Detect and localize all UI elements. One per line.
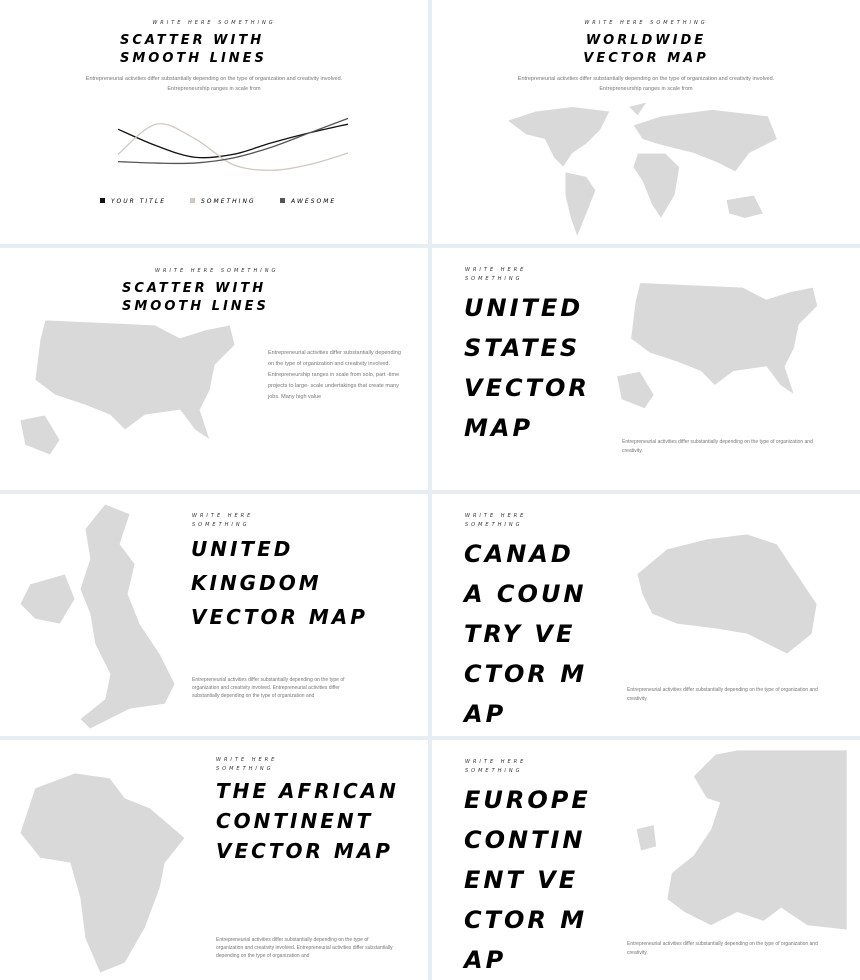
slide-subtitle: WRITE HERE SOMETHING bbox=[152, 20, 276, 26]
slide-subtitle: WRITE HERE SOMETHING bbox=[155, 268, 279, 274]
slide-subtitle: WRITE HERE SOMETHING bbox=[216, 757, 278, 772]
legend-item: SOMETHING bbox=[190, 196, 260, 208]
slide-text: Entrepreneurial activities differ substa… bbox=[627, 687, 818, 702]
slide-title: SCATTER WITH SMOOTH LINES bbox=[120, 33, 267, 66]
slide-title: UNITED STATES VECTOR MAP bbox=[464, 294, 590, 442]
slide-title: EUROPE CONTINENT VECTOR MAP bbox=[464, 786, 591, 974]
legend-label: YOUR TITLE bbox=[111, 198, 166, 205]
line-chart bbox=[118, 117, 348, 171]
series-line-2 bbox=[118, 123, 348, 171]
slide-title: SCATTER WITH SMOOTH LINES bbox=[122, 281, 269, 314]
world-map bbox=[507, 102, 778, 237]
legend-item: YOUR TITLE bbox=[100, 196, 170, 208]
slide-subtitle: WRITE HERE SOMETHING bbox=[465, 759, 527, 774]
slide-subtitle: WRITE HERE SOMETHING bbox=[465, 267, 527, 282]
africa-map bbox=[19, 772, 186, 974]
series-line-1 bbox=[118, 123, 348, 159]
slide-2[interactable]: WRITE HERE SOMETHING WORLDWIDE VECTOR MA… bbox=[432, 0, 860, 244]
slide-text: Entrepreneurial activities differ substa… bbox=[517, 76, 775, 92]
slide-text: Entrepreneurial activities differ substa… bbox=[192, 677, 345, 699]
slide-subtitle: WRITE HERE SOMETHING bbox=[465, 513, 527, 528]
slide-1[interactable]: WRITE HERE SOMETHING SCATTER WITH SMOOTH… bbox=[0, 0, 428, 244]
slide-title: UNITED KINGDOM VECTOR MAP bbox=[191, 537, 368, 629]
legend-label: AWESOME bbox=[291, 198, 337, 205]
legend-item: AWESOME bbox=[280, 196, 350, 208]
slide-4[interactable]: WRITE HERE SOMETHING UNITED STATES VECTO… bbox=[432, 248, 860, 490]
slide-subtitle: WRITE HERE SOMETHING bbox=[192, 513, 254, 528]
slide-text: Entrepreneurial activities differ substa… bbox=[85, 76, 343, 92]
slide-text: Entrepreneurial activities differ substa… bbox=[268, 350, 401, 400]
usa-map bbox=[19, 320, 236, 456]
slide-text: Entrepreneurial activities differ substa… bbox=[622, 439, 813, 454]
slide-text: Entrepreneurial activities differ substa… bbox=[216, 937, 393, 959]
legend-swatch bbox=[190, 198, 195, 203]
slide-title: THE AFRICAN CONTINENT VECTOR MAP bbox=[216, 779, 399, 863]
canada-map bbox=[636, 534, 818, 655]
legend-label: SOMETHING bbox=[201, 198, 256, 205]
europe-map bbox=[635, 750, 848, 930]
legend-swatch bbox=[100, 198, 105, 203]
slide-text: Entrepreneurial activities differ substa… bbox=[627, 941, 818, 956]
slide-title: CANADA COUNTRY VECTOR MAP bbox=[464, 540, 588, 728]
slide-6[interactable]: WRITE HERE SOMETHING CANADA COUNTRY VECT… bbox=[432, 494, 860, 736]
slide-title: WORLDWIDE VECTOR MAP bbox=[583, 33, 709, 66]
slide-8[interactable]: WRITE HERE SOMETHING EUROPE CONTINENT VE… bbox=[432, 740, 860, 980]
legend-swatch bbox=[280, 198, 285, 203]
slide-3[interactable]: WRITE HERE SOMETHING SCATTER WITH SMOOTH… bbox=[0, 248, 428, 490]
uk-map bbox=[19, 504, 176, 729]
slide-7[interactable]: WRITE HERE SOMETHING THE AFRICAN CONTINE… bbox=[0, 740, 428, 980]
usa-map bbox=[616, 282, 819, 410]
slide-subtitle: WRITE HERE SOMETHING bbox=[584, 20, 708, 26]
slide-5[interactable]: WRITE HERE SOMETHING UNITED KINGDOM VECT… bbox=[0, 494, 428, 736]
series-line-3 bbox=[118, 117, 348, 165]
